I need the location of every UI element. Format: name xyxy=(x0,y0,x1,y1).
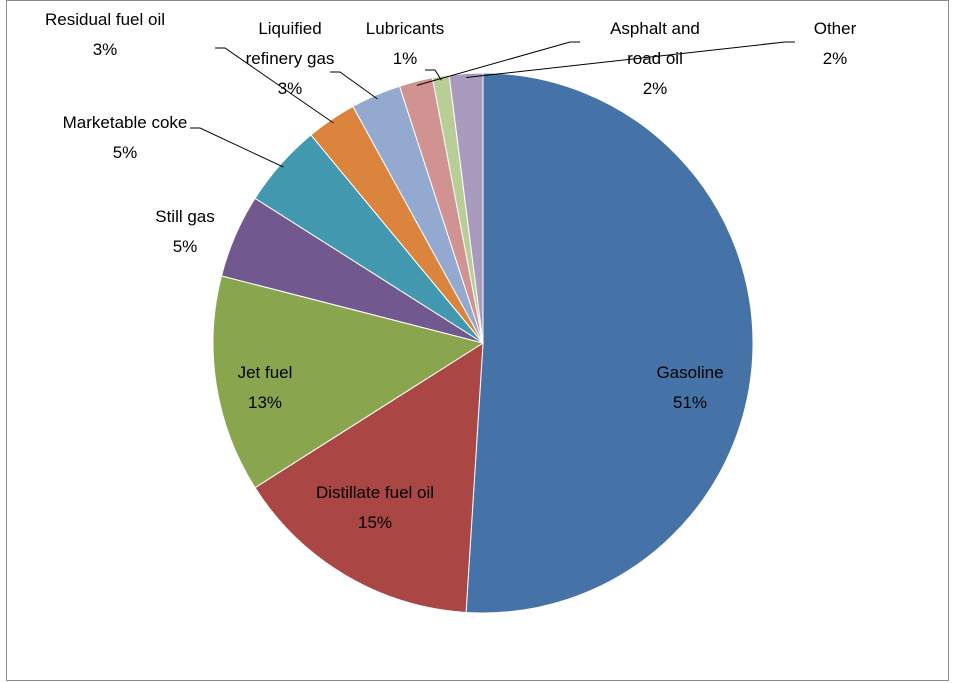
category-label: Residual fuel oil xyxy=(44,10,165,29)
pie-slice xyxy=(448,72,484,344)
value-label: 15% xyxy=(357,513,393,532)
slice-label: Gasoline 51% xyxy=(630,358,750,418)
slice-label: Lubricants 1% xyxy=(350,14,460,74)
slice-label: Distillate fuel oil 15% xyxy=(275,478,475,538)
category-label: Other xyxy=(813,19,857,38)
pie-slice xyxy=(465,72,754,614)
slice-label: Residual fuel oil 3% xyxy=(15,5,195,65)
value-label: 2% xyxy=(642,79,668,98)
category-label: Still gas xyxy=(155,207,215,226)
value-label: 5% xyxy=(112,143,138,162)
slice-label: Still gas 5% xyxy=(135,202,235,262)
slice-label: Liquified refinery gas 3% xyxy=(243,14,338,104)
category-label: Asphalt and road oil xyxy=(610,19,700,68)
value-label: 13% xyxy=(247,393,283,412)
value-label: 3% xyxy=(92,40,118,59)
slice-label: Jet fuel 13% xyxy=(215,358,315,418)
category-label: Distillate fuel oil xyxy=(315,483,435,502)
category-label: Gasoline xyxy=(656,363,724,382)
value-label: 5% xyxy=(172,237,198,256)
leader-line xyxy=(330,71,378,100)
category-label: Liquified refinery gas xyxy=(245,19,335,68)
category-label: Lubricants xyxy=(365,19,445,38)
leader-line xyxy=(215,47,334,124)
leader-line xyxy=(425,69,442,81)
category-label: Jet fuel xyxy=(237,363,293,382)
slice-label: Marketable coke 5% xyxy=(60,108,190,168)
value-label: 51% xyxy=(672,393,708,412)
value-label: 3% xyxy=(277,79,303,98)
pie-slice xyxy=(254,342,484,613)
slice-label: Other 2% xyxy=(795,14,875,74)
category-label: Marketable coke xyxy=(62,113,188,132)
leader-line xyxy=(416,41,580,86)
leader-line xyxy=(466,41,795,79)
leader-line xyxy=(190,127,284,168)
value-label: 1% xyxy=(392,49,418,68)
value-label: 2% xyxy=(822,49,848,68)
pie-slice xyxy=(212,275,485,489)
slice-label: Asphalt and road oil 2% xyxy=(595,14,715,104)
